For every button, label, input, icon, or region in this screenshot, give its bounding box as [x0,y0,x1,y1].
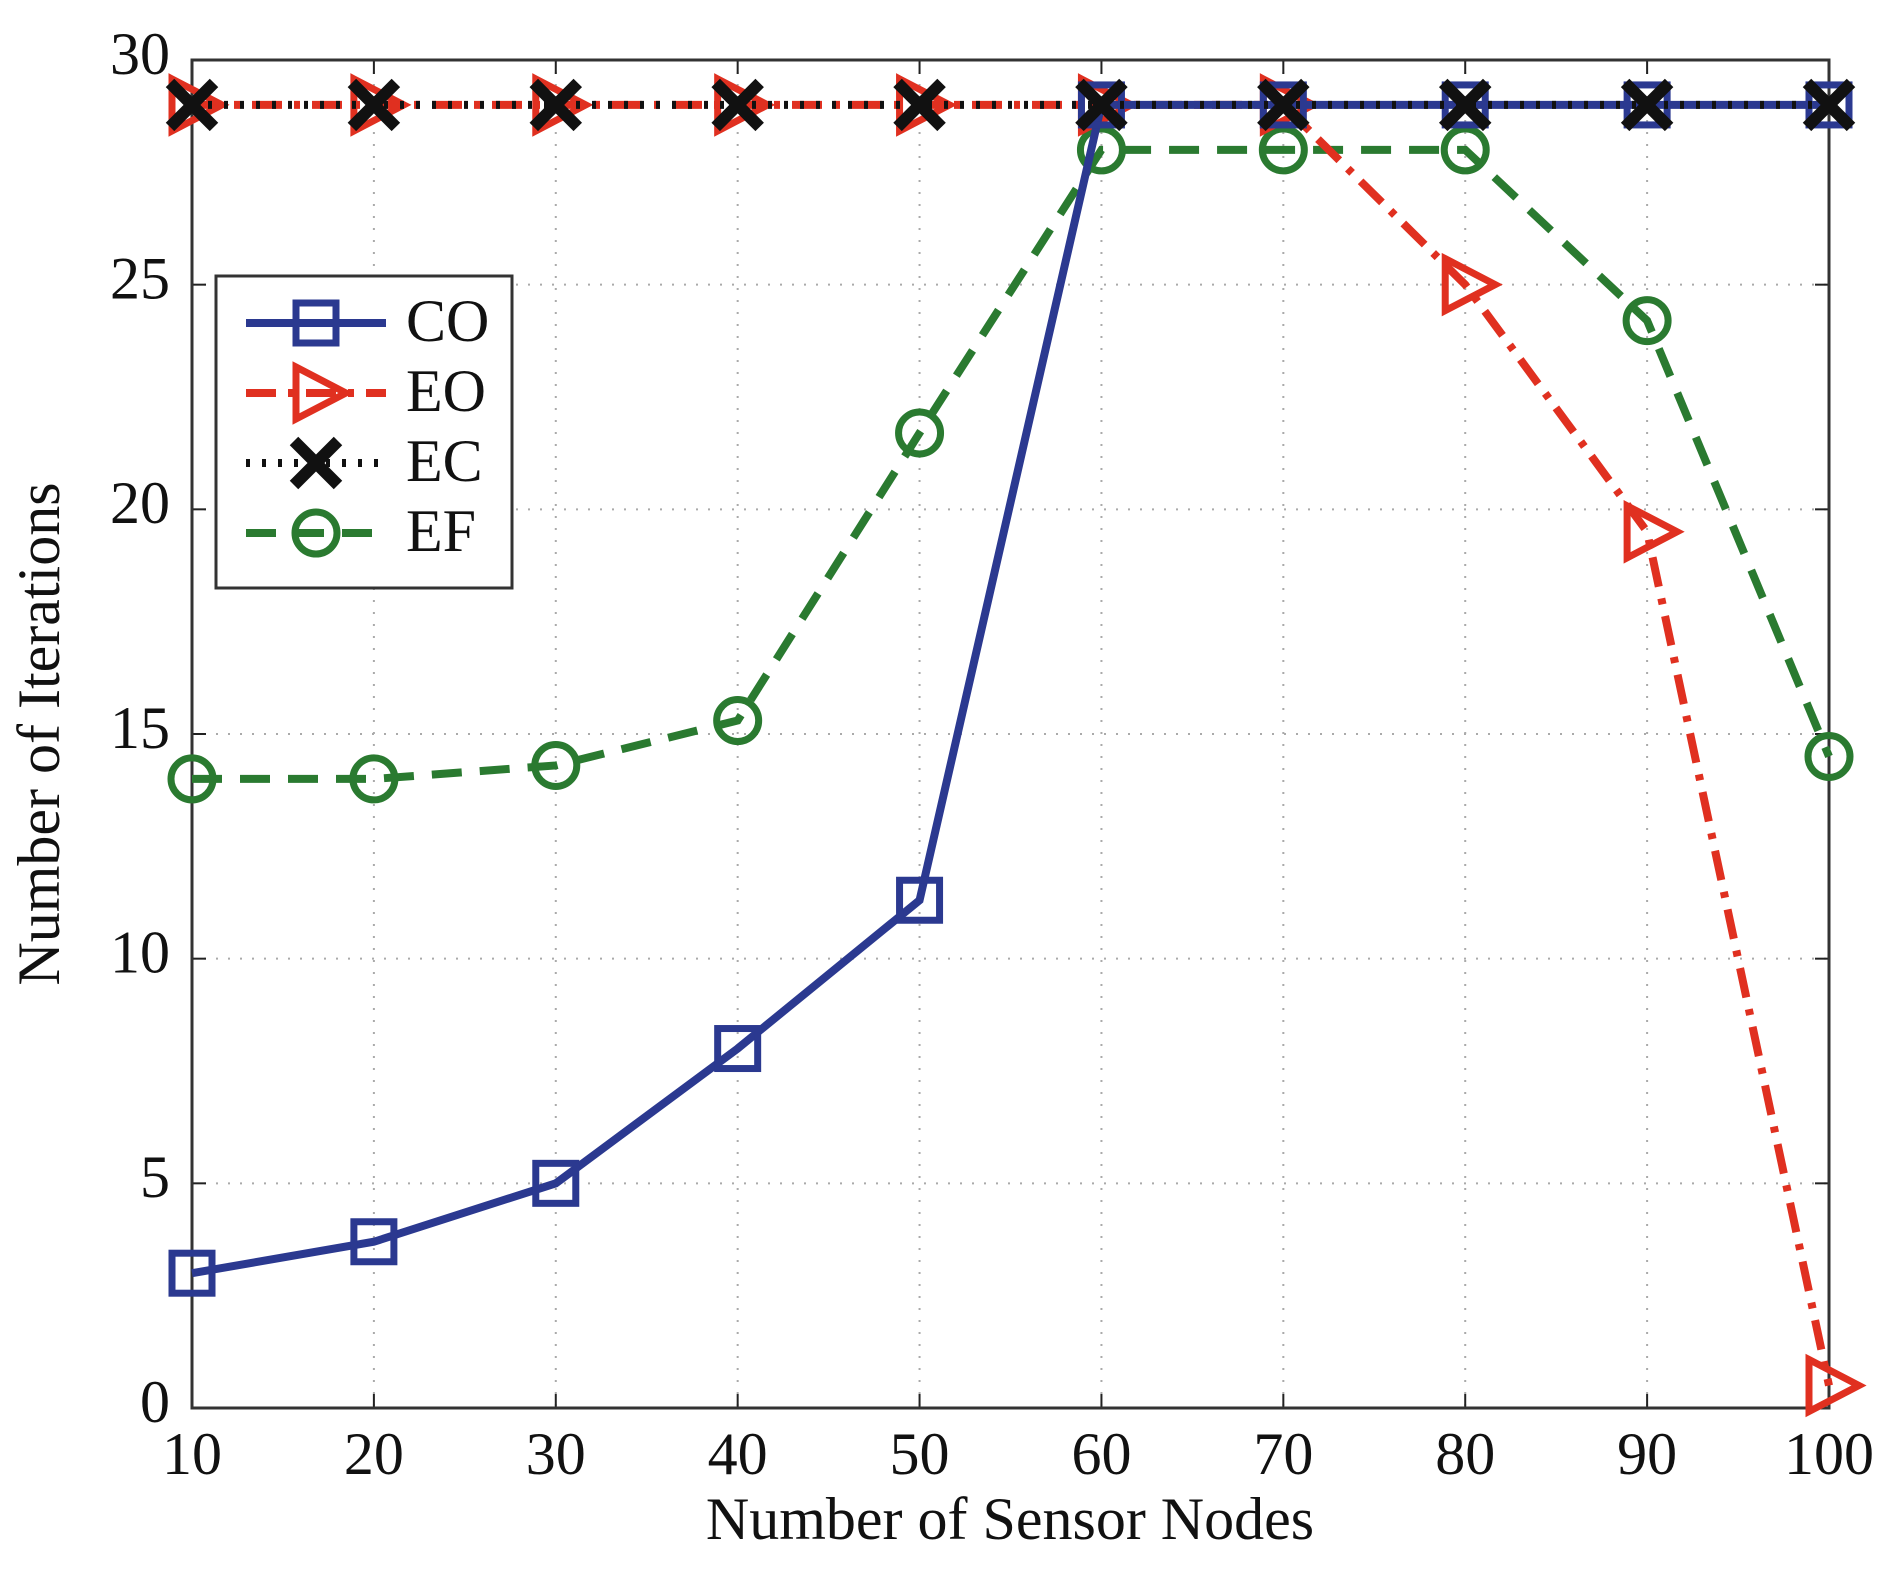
y-tick-label: 15 [110,695,170,761]
marker [1440,125,1490,175]
x-tick-label: 30 [526,1421,586,1487]
marker [168,1249,216,1297]
marker [1622,296,1672,346]
marker [1258,125,1308,175]
x-tick-label: 60 [1071,1421,1131,1487]
marker [531,740,581,790]
x-tick-label: 20 [344,1421,404,1487]
legend-label: EF [406,498,476,564]
marker [1259,81,1307,129]
marker [893,78,946,132]
marker [1620,78,1674,132]
marker [1438,78,1492,132]
y-axis-label: Number of Iterations [6,482,72,985]
marker [1805,1353,1867,1418]
x-tick-label: 100 [1784,1421,1874,1487]
marker [896,876,944,924]
y-tick-label: 0 [140,1369,170,1435]
x-tick-label: 90 [1617,1421,1677,1487]
legend-label: CO [406,288,489,354]
marker [292,361,354,425]
marker [895,408,945,458]
marker [713,696,763,746]
marker [165,78,219,132]
marker [1802,78,1856,132]
x-axis-label: Number of Sensor Nodes [706,1486,1314,1552]
y-tick-label: 25 [110,245,170,311]
x-tick-label: 40 [708,1421,768,1487]
series-line [192,145,1833,783]
x-tick-label: 10 [162,1421,222,1487]
marker [289,436,343,490]
marker [292,299,340,347]
y-tick-label: 20 [110,470,170,536]
x-tick-label: 70 [1253,1421,1313,1487]
marker [1076,125,1126,175]
legend-label: EC [406,428,483,494]
x-tick-label: 50 [890,1421,950,1487]
marker [714,1025,762,1073]
marker [1075,78,1128,132]
marker [291,508,341,558]
legend-entry: EF [246,498,476,564]
legend-entry: EO [246,358,486,425]
series-line [192,100,1833,1387]
marker [1804,731,1854,781]
marker [1441,252,1503,317]
y-tick-label: 30 [110,21,170,87]
y-tick-label: 10 [110,919,170,985]
marker [711,78,764,132]
marker [532,1159,580,1207]
marker [1623,500,1685,564]
legend-entry: EC [246,428,483,494]
marker [349,754,399,804]
marker [529,78,583,132]
marker [350,1218,398,1266]
marker [1257,78,1310,132]
y-tick-label: 5 [140,1144,170,1210]
marker [1441,81,1489,129]
marker [167,754,217,804]
series-line [191,100,1829,1278]
legend-entry: CO [246,288,489,354]
marker [347,78,401,132]
x-tick-label: 80 [1435,1421,1495,1487]
legend-label: EO [406,358,486,424]
